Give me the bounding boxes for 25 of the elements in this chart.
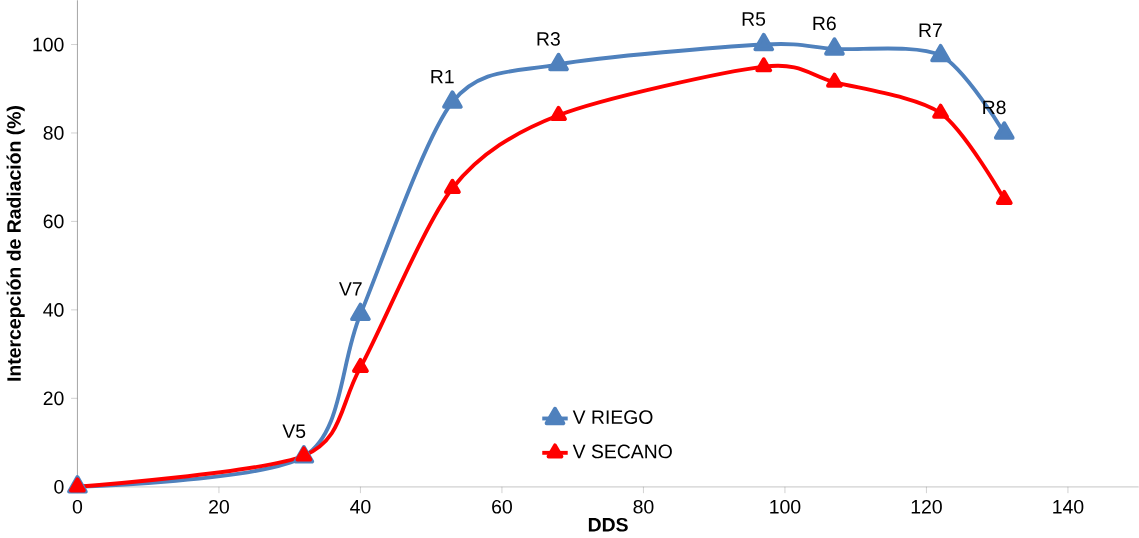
y-tick-label: 100 (33, 37, 64, 52)
y-tick-label: 0 (54, 479, 64, 494)
x-tick-label: 80 (633, 499, 654, 514)
x-axis-title: DDS (588, 517, 628, 532)
annotation: R5 (742, 12, 766, 26)
y-tick-label: 80 (43, 126, 64, 140)
annotation: R3 (537, 31, 560, 46)
x-tick-label: 40 (350, 499, 371, 514)
x-tick-label: 140 (1053, 499, 1084, 514)
annotation: R7 (919, 23, 942, 37)
x-tick-label: 0 (72, 499, 83, 514)
y-tick-label: 40 (43, 302, 64, 317)
annotation: V5 (282, 424, 306, 438)
y-axis-title: Intercepción de Radiación (%) (6, 106, 25, 381)
x-tick-label: 20 (209, 499, 229, 514)
legend-label: V RIEGO (572, 410, 653, 424)
x-tick-label: 60 (492, 499, 512, 514)
x-tick-label: 120 (911, 499, 942, 514)
annotation: R6 (813, 16, 836, 31)
legend-label: V SECANO (572, 444, 672, 459)
y-tick-label: 60 (43, 214, 64, 229)
x-tick-label: 100 (770, 499, 801, 514)
y-tick-label: 20 (43, 391, 64, 406)
annotation: R1 (431, 69, 454, 84)
annotation: V7 (339, 282, 362, 296)
